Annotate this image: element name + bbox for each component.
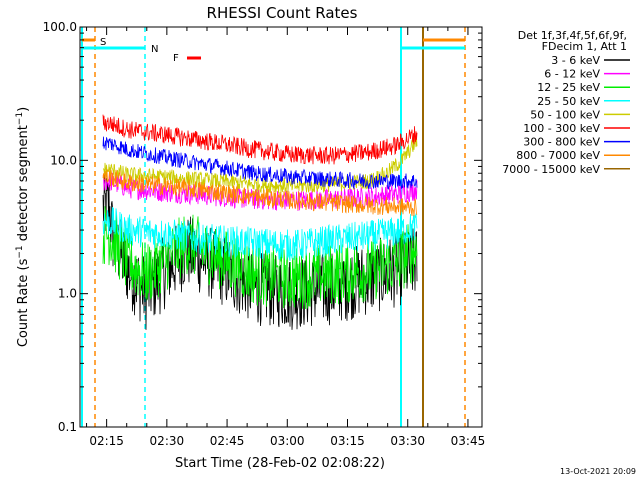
legend-entry-label: 12 - 25 keV — [537, 81, 600, 94]
x-tick-label: 02:30 — [150, 434, 185, 448]
series-line — [102, 206, 418, 262]
x-tick-label: 03:30 — [390, 434, 425, 448]
legend-entry-label: 7000 - 15000 keV — [502, 163, 600, 176]
annotation-label-f: F — [173, 53, 179, 64]
legend-entry-label: 800 - 7000 keV — [516, 149, 600, 162]
y-axis-label-superscript: −1 — [15, 112, 25, 125]
x-tick-label: 03:15 — [330, 434, 365, 448]
legend-header-line: Det 1f,3f,4f,5f,6f,9f, — [518, 29, 627, 42]
y-axis-label-part: Count Rate (s — [16, 258, 31, 347]
series-line — [102, 114, 418, 165]
legend-entry-label: 50 - 100 keV — [530, 108, 600, 121]
legend-entry-label: 6 - 12 keV — [544, 68, 600, 81]
footer-timestamp: 13-Oct-2021 20:09 — [560, 467, 636, 476]
x-tick-label: 03:45 — [451, 434, 486, 448]
legend-header-line: FDecim 1, Att 1 — [542, 40, 627, 53]
annotation-label-n: N — [151, 44, 158, 55]
y-tick-label: 100.0 — [43, 20, 77, 34]
annotation-layer: S N F — [81, 27, 466, 427]
legend-entry-label: 3 - 6 keV — [551, 54, 600, 67]
x-axis: 02:15 02:30 02:45 03:00 03:15 03:30 03:45 — [86, 27, 486, 448]
x-axis-label: Start Time (28-Feb-02 02:08:22) — [175, 456, 385, 471]
y-tick-label: 10.0 — [50, 153, 77, 167]
legend-entry-label: 300 - 800 keV — [523, 136, 600, 149]
series-line — [102, 206, 418, 310]
y-tick-label: 0.1 — [58, 420, 77, 434]
legend-entry-label: 100 - 300 keV — [523, 122, 600, 135]
chart-title: RHESSI Count Rates — [207, 4, 358, 22]
y-axis-label-superscript: −1 — [15, 245, 25, 258]
y-axis-label-part: detector segment — [16, 125, 31, 245]
annotation-label-s: S — [100, 37, 106, 48]
x-tick-label: 02:15 — [89, 434, 124, 448]
series-layer — [102, 114, 418, 330]
plot-frame — [79, 26, 483, 428]
x-tick-label: 03:00 — [270, 434, 305, 448]
y-tick-label: 1.0 — [58, 287, 77, 301]
legend: Det 1f,3f,4f,5f,6f,9f,FDecim 1, Att 13 -… — [502, 29, 630, 176]
x-tick-label: 02:45 — [210, 434, 245, 448]
series-line — [102, 136, 418, 190]
series-line — [102, 169, 418, 217]
legend-entry-label: 25 - 50 keV — [537, 95, 600, 108]
y-axis: 100.0 10.0 1.0 0.1 — [43, 20, 482, 434]
y-axis-label: Count Rate (s−1 detector segment−1) — [15, 107, 31, 347]
y-axis-label-part: ) — [16, 107, 31, 112]
